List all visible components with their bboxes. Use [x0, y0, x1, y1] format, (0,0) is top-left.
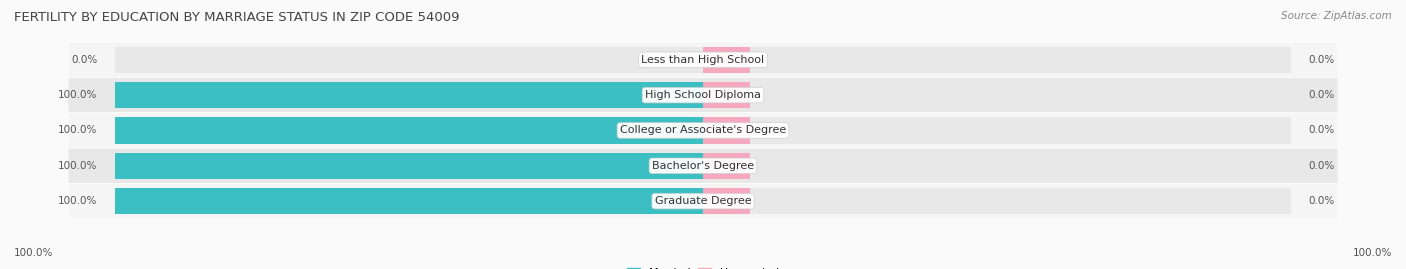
Text: Graduate Degree: Graduate Degree: [655, 196, 751, 206]
Bar: [115, 82, 703, 108]
Text: 0.0%: 0.0%: [1309, 55, 1334, 65]
FancyBboxPatch shape: [67, 148, 1339, 183]
Bar: [703, 117, 1291, 144]
Text: 0.0%: 0.0%: [1309, 161, 1334, 171]
Text: 100.0%: 100.0%: [14, 248, 53, 258]
Bar: [703, 47, 1291, 73]
Bar: [703, 117, 749, 144]
Bar: [115, 82, 703, 108]
Bar: [115, 117, 703, 144]
Bar: [703, 82, 749, 108]
Text: College or Associate's Degree: College or Associate's Degree: [620, 125, 786, 136]
Bar: [703, 47, 749, 73]
Bar: [115, 153, 703, 179]
Text: 100.0%: 100.0%: [58, 125, 97, 136]
FancyBboxPatch shape: [67, 183, 1339, 219]
Text: 0.0%: 0.0%: [72, 55, 97, 65]
Bar: [115, 47, 703, 73]
Text: 100.0%: 100.0%: [58, 161, 97, 171]
Text: 0.0%: 0.0%: [1309, 90, 1334, 100]
Bar: [703, 153, 749, 179]
Text: Less than High School: Less than High School: [641, 55, 765, 65]
Bar: [115, 188, 703, 214]
Text: 0.0%: 0.0%: [1309, 196, 1334, 206]
Bar: [703, 188, 1291, 214]
Bar: [115, 153, 703, 179]
Legend: Married, Unmarried: Married, Unmarried: [627, 268, 779, 269]
Bar: [703, 153, 1291, 179]
FancyBboxPatch shape: [67, 42, 1339, 77]
Bar: [115, 117, 703, 144]
Text: Source: ZipAtlas.com: Source: ZipAtlas.com: [1281, 11, 1392, 21]
FancyBboxPatch shape: [67, 113, 1339, 148]
Text: 100.0%: 100.0%: [1353, 248, 1392, 258]
Text: 100.0%: 100.0%: [58, 90, 97, 100]
Text: FERTILITY BY EDUCATION BY MARRIAGE STATUS IN ZIP CODE 54009: FERTILITY BY EDUCATION BY MARRIAGE STATU…: [14, 11, 460, 24]
Bar: [703, 188, 749, 214]
Text: 0.0%: 0.0%: [1309, 125, 1334, 136]
FancyBboxPatch shape: [67, 77, 1339, 113]
Text: 100.0%: 100.0%: [58, 196, 97, 206]
Bar: [703, 82, 1291, 108]
Bar: [115, 188, 703, 214]
Text: Bachelor's Degree: Bachelor's Degree: [652, 161, 754, 171]
Text: High School Diploma: High School Diploma: [645, 90, 761, 100]
